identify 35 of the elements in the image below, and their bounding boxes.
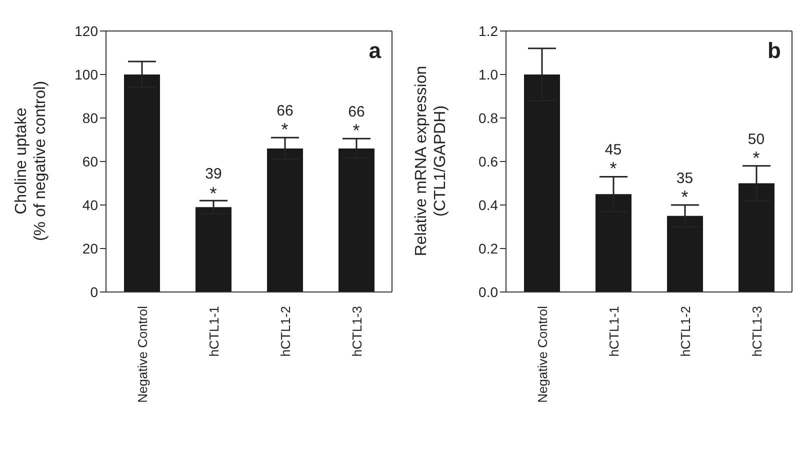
x-tick-label: Negative Control: [534, 306, 550, 403]
y-tick-label: 60: [82, 153, 98, 170]
annotation: 45 *: [604, 142, 622, 179]
y-tick-label: 0.0: [478, 284, 498, 300]
y-tick-label: 20: [82, 240, 98, 256]
y-tick-label: 1.0: [478, 66, 498, 82]
y-axis-title: Choline uptake (% of negative control): [12, 80, 50, 242]
y-tick-label: 100: [74, 66, 98, 82]
annotation: *: [352, 120, 360, 141]
annotation: 50 *: [748, 130, 765, 168]
data-label: 39: [205, 166, 222, 183]
y-tick-label: 1.2: [478, 22, 498, 39]
annotation: *: [281, 120, 288, 140]
y-tick-label: 0.6: [478, 153, 498, 170]
y-tick-label: 0: [90, 284, 98, 300]
annotation: *: [210, 184, 217, 204]
y-tick-label: 80: [82, 110, 98, 126]
x-tick-label: hCTL1-1: [606, 306, 622, 357]
y-tick-label: 0.4: [478, 196, 498, 213]
data-label: 66: [348, 104, 365, 121]
x-tick-label: hCTL1-3: [749, 306, 764, 357]
y-tick-label: 120: [74, 22, 98, 39]
x-tick-label: hCTL1-2: [278, 306, 293, 357]
y-axis-title: Relative mRNA expression (CTL1/GAPDH): [412, 66, 450, 256]
y-tick-label: 40: [82, 196, 98, 213]
data-label: 66: [276, 102, 294, 120]
x-tick-label: hCTL1-2: [678, 306, 693, 357]
annotation: 35 *: [676, 170, 694, 207]
x-tick-label: Negative Control: [134, 306, 150, 403]
x-tick-label: hCTL1-3: [349, 306, 364, 357]
annotation: a: [368, 38, 381, 64]
y-tick-label: 0.8: [478, 110, 498, 126]
y-tick-label: 0.2: [478, 240, 498, 256]
annotation: b: [768, 38, 781, 64]
x-tick-label: hCTL1-1: [206, 306, 222, 357]
